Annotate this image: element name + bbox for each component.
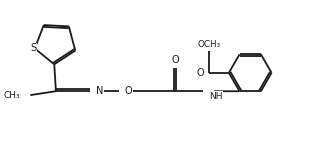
Text: NH: NH [209, 92, 222, 101]
Text: O: O [196, 68, 204, 78]
Text: O: O [172, 55, 180, 65]
Text: CH₃: CH₃ [4, 91, 20, 100]
Text: S: S [30, 44, 36, 54]
Text: O: O [125, 86, 133, 96]
Text: OCH₃: OCH₃ [197, 40, 221, 49]
Text: N: N [96, 86, 103, 96]
